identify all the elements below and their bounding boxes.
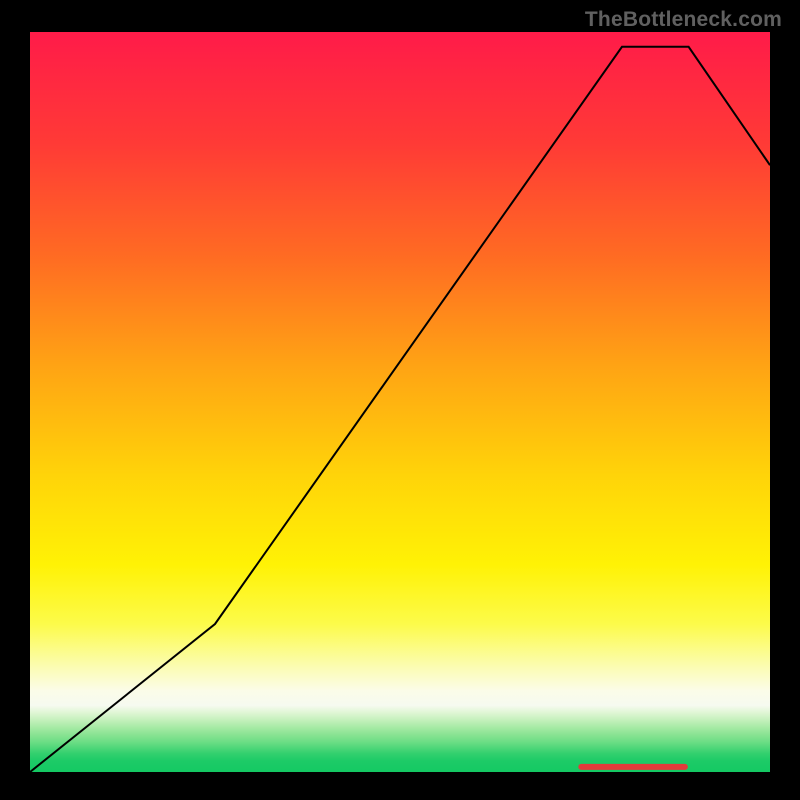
bottleneck-chart: [30, 32, 770, 772]
watermark-text: TheBottleneck.com: [585, 8, 782, 32]
chart-container: TheBottleneck.com: [0, 0, 800, 800]
plot-background: [30, 32, 770, 772]
